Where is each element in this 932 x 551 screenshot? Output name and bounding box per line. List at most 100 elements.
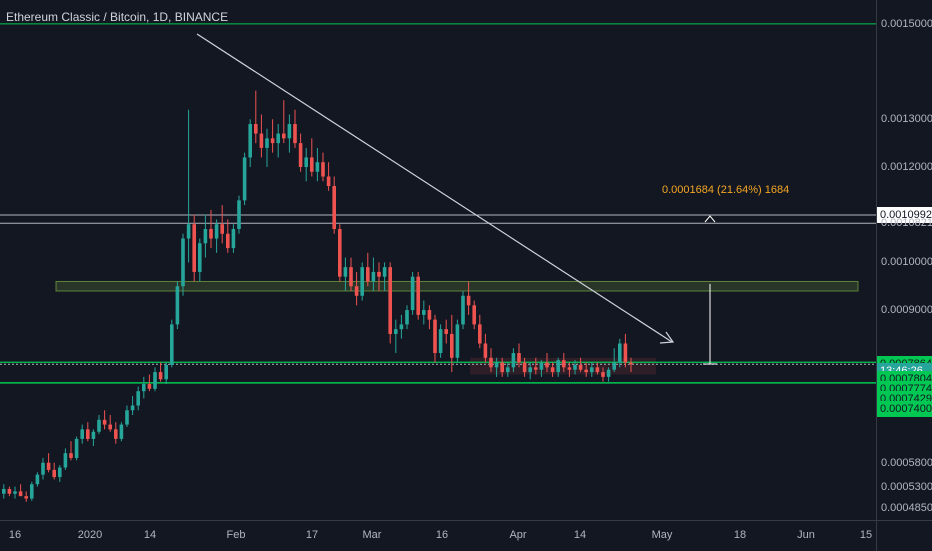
candle-body: [52, 469, 56, 478]
candle-body: [220, 224, 224, 234]
candle-body: [539, 362, 544, 370]
candle-body: [114, 429, 118, 439]
price-axis-label: 0.0010000: [881, 256, 932, 269]
candle-body: [13, 491, 17, 494]
candle-body: [41, 462, 45, 475]
time-axis-label: Apr: [509, 529, 527, 541]
candle-body: [500, 362, 504, 373]
candle-body: [489, 357, 493, 368]
candle-body: [18, 491, 23, 497]
candle-body: [102, 419, 107, 425]
price-scale[interactable]: 0.0015000 0.0013000 0.0012000 0.0010992 0.00…: [876, 0, 932, 520]
candle-body: [69, 453, 73, 458]
candle-body: [584, 369, 588, 373]
candle-body: [338, 228, 342, 277]
time-scale[interactable]: 16 2020 14 Feb 17 Mar 16 Apr 14 May 18 Jun 15: [0, 520, 876, 551]
candle-body: [326, 176, 331, 187]
candle-body: [265, 138, 269, 148]
candle-body: [276, 133, 280, 144]
price-range-measure-label: 0.0001684 (21.64%) 1684: [662, 184, 790, 196]
candle-body: [108, 424, 112, 430]
candle-body: [24, 496, 28, 499]
candle-body: [164, 364, 168, 380]
candle-body: [80, 429, 84, 439]
candle-body: [209, 228, 213, 239]
candle-body: [321, 162, 325, 177]
candle-body: [606, 369, 611, 377]
candle-body: [58, 467, 62, 478]
candle-body: [287, 124, 292, 139]
candle-body: [153, 372, 157, 389]
candle-body: [438, 329, 443, 354]
time-axis-label: 14: [143, 529, 157, 541]
candle-body: [354, 286, 359, 296]
candle-body: [494, 362, 499, 368]
candle-body: [466, 295, 471, 306]
candle-body: [248, 124, 252, 158]
price-axis-label: 0.0004850: [881, 502, 932, 515]
candle-body: [612, 362, 616, 370]
trendline: [196, 33, 673, 343]
chart-plot-area[interactable]: Ethereum Classic / Bitcoin, 1D, BINANCE …: [0, 0, 876, 520]
candle-body: [522, 362, 527, 373]
time-axis-label: 14: [573, 529, 587, 541]
time-axis-label: May: [651, 529, 673, 541]
candle-body: [444, 329, 448, 334]
candle-body: [310, 157, 314, 172]
price-axis-label: 0.0005800: [881, 456, 932, 469]
candle-body: [192, 224, 196, 272]
candle-body: [556, 360, 560, 373]
candle-body: [461, 295, 465, 325]
candle-body: [97, 419, 101, 432]
candle-body: [130, 405, 135, 411]
candle-body: [410, 276, 415, 311]
candle-body: [618, 343, 622, 363]
candle-body: [86, 429, 90, 439]
candle-body: [2, 488, 6, 494]
chart-title: Ethereum Classic / Bitcoin, 1D, BINANCE: [6, 10, 229, 24]
candle-body: [35, 474, 40, 485]
candle-body: [30, 484, 34, 499]
candle-body: [528, 367, 532, 373]
candle-body: [399, 324, 404, 330]
candle-body: [371, 271, 376, 282]
candle-body: [304, 157, 308, 167]
candle-body: [394, 329, 398, 334]
candle-body: [349, 267, 353, 287]
candle-body: [136, 391, 140, 406]
time-axis-label: Mar: [362, 529, 382, 541]
candle-body: [242, 157, 247, 201]
time-axis-label: 15: [859, 529, 873, 541]
candle-body: [511, 353, 516, 368]
candle-body: [74, 438, 79, 458]
candle-body: [506, 367, 510, 373]
price-axis-label: 0.0009000: [881, 304, 932, 317]
candle-body: [483, 343, 488, 358]
candle-body: [46, 462, 51, 470]
candle-body: [158, 372, 163, 380]
candle-body: [343, 267, 348, 277]
price-axis-label: 0.0012000: [881, 160, 932, 173]
candle-body: [472, 305, 476, 325]
candlestick-chart[interactable]: [0, 0, 876, 520]
candle-body: [517, 353, 521, 363]
time-axis-label: Feb: [226, 529, 246, 541]
candle-body: [545, 362, 549, 368]
candle-body: [125, 410, 129, 425]
price-axis-label: 0.0010821: [881, 217, 932, 230]
candle-body: [203, 228, 208, 244]
candle-body: [382, 267, 387, 277]
candle-body: [422, 310, 426, 315]
candle-body: [455, 324, 460, 358]
time-axis-label: 16: [435, 529, 449, 541]
candle-body: [450, 333, 454, 358]
candle-body: [119, 424, 124, 439]
resistance-zone: [55, 280, 859, 292]
time-axis-label: 2020: [77, 529, 103, 541]
candle-body: [282, 133, 286, 139]
measure-arrowhead: [704, 215, 716, 223]
time-axis-label: 17: [305, 529, 319, 541]
chart-corner: [876, 520, 932, 551]
candle-body: [7, 488, 12, 494]
candle-body: [601, 372, 605, 377]
